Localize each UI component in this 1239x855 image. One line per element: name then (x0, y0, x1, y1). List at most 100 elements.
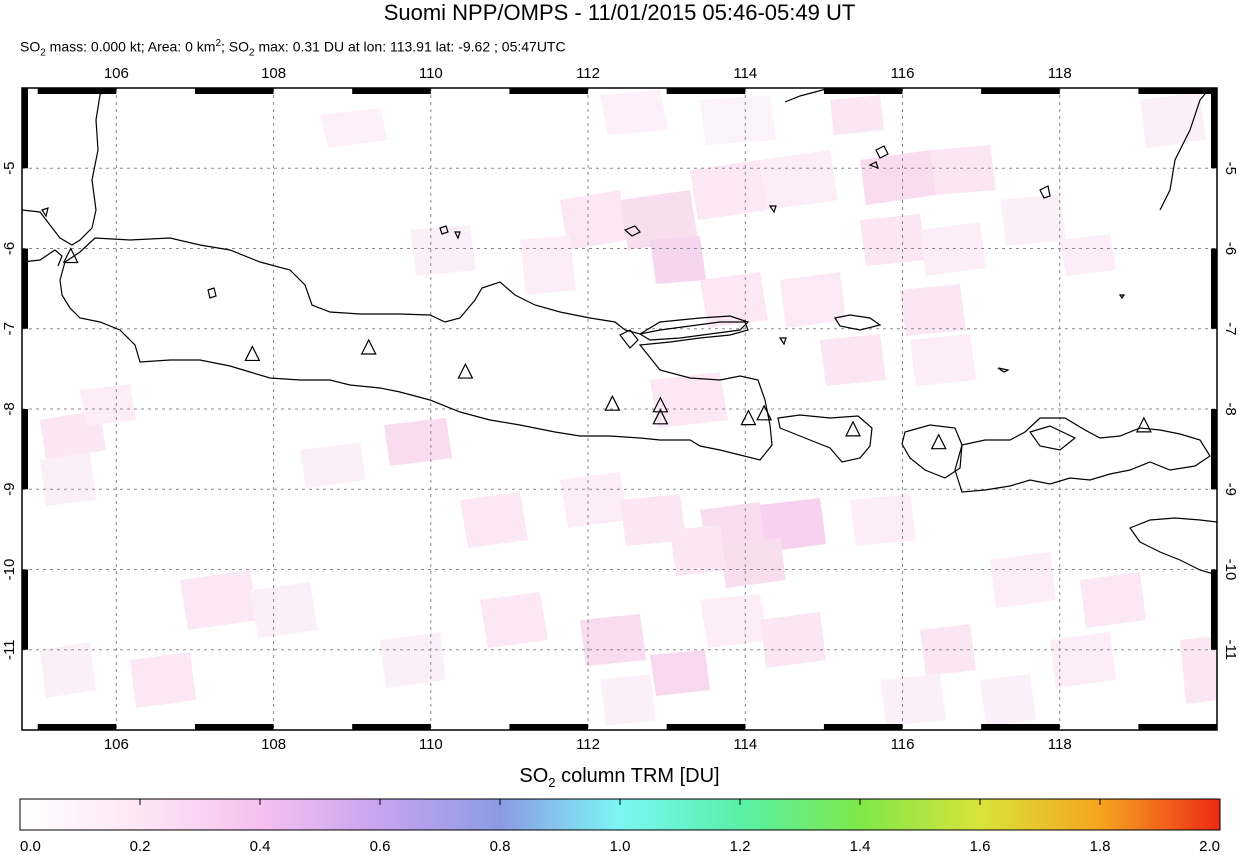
colorbar-tick-label: 0.8 (490, 838, 511, 855)
so2-summary: SO2 mass: 0.000 kt; Area: 0 km2; SO2 max… (20, 35, 566, 62)
volcano-icon (62, 247, 79, 264)
madura-coastline (638, 315, 750, 341)
volcano-icon (756, 404, 773, 421)
border-bar-top (509, 88, 589, 94)
lon-tick-bottom: 114 (733, 736, 757, 753)
colorbar-tick-label: 0.6 (370, 838, 391, 855)
lat-tick-left: -5 (1, 162, 18, 175)
volcano-icon (457, 362, 474, 379)
colorbar-ticks: 0.0 0.2 0.4 0.6 0.8 1.0 1.2 1.4 1.6 1.8 2.0 (19, 799, 1221, 855)
border-bar-bottom (509, 724, 589, 730)
lon-tick-bottom: 106 (104, 736, 129, 753)
lon-tick-top: 114 (733, 65, 757, 82)
map-title: Suomi NPP/OMPS - 11/01/2015 05:46-05:49 … (383, 0, 856, 25)
java-coastline (59, 237, 773, 461)
lon-tick-bottom: 112 (576, 736, 600, 753)
so2-subscript-2: 2 (249, 47, 255, 59)
graticule (22, 88, 1217, 730)
bali-coastline (777, 414, 873, 463)
volcano-icon (1135, 416, 1152, 433)
lon-tick-top: 108 (261, 65, 286, 82)
lat-tick-left: -8 (1, 402, 18, 415)
lat-tick-left: -6 (1, 242, 18, 255)
max-text: max: 0.31 DU at lon: 113.91 lat: -9.62 ;… (254, 38, 566, 55)
colorbar-tick-label: 1.4 (850, 838, 871, 855)
lat-tick-right: -8 (1222, 402, 1239, 415)
volcano-icon (845, 420, 861, 437)
lon-tick-bottom: 108 (261, 736, 286, 753)
border-bar-top (666, 88, 746, 94)
colorbar-tick-label: 0.0 (20, 838, 41, 855)
border-bar-right (1211, 88, 1217, 169)
lat-tick-right: -7 (1222, 322, 1239, 335)
volcano-icon (652, 396, 669, 413)
lat-tick-left: -10 (1, 559, 18, 581)
axis-tick-labels: 106 106 108 108 110 110 112 112 114 114 116 116 118 1… (1, 65, 1239, 753)
border-bar-bottom (823, 724, 903, 730)
sumbawa-coastline (954, 417, 1211, 493)
border-bar-top (823, 88, 903, 94)
colorbar-title-prefix: SO (519, 765, 549, 787)
lat-tick-left: -9 (1, 483, 18, 496)
volcano-icon (930, 433, 947, 450)
colorbar-title: SO2 column TRM [DU] (0, 765, 1239, 790)
lon-tick-top: 110 (419, 65, 443, 82)
volcano-icon (360, 338, 377, 355)
lat-tick-right: -5 (1222, 162, 1239, 175)
border-bar-top (981, 88, 1060, 94)
lat-tick-right: -9 (1222, 483, 1239, 496)
border-bar-bottom (981, 724, 1060, 730)
border-bar-bottom (666, 724, 746, 730)
lat-tick-right: -10 (1222, 559, 1239, 581)
border-bar-left (22, 248, 28, 329)
map-border-bars (22, 88, 1217, 730)
border-bar-right (1211, 569, 1217, 650)
border-bar-bottom (194, 724, 274, 730)
lon-tick-bottom: 110 (419, 736, 443, 753)
border-bar-bottom (1138, 724, 1217, 730)
lat-tick-left: -11 (1, 639, 18, 660)
colorbar-tick-label: 1.6 (970, 838, 991, 855)
lon-tick-top: 112 (576, 65, 600, 82)
colorbar-title-sub: 2 (548, 775, 556, 790)
lon-tick-top: 116 (891, 65, 915, 82)
border-bar-left (22, 409, 28, 490)
border-bar-top (1138, 88, 1217, 94)
colorbar-title-suffix: column TRM [DU] (555, 765, 720, 787)
kalimantan-coastline (784, 88, 831, 103)
lon-tick-bottom: 116 (891, 736, 915, 753)
km2-superscript: 2 (215, 38, 221, 49)
lombok-coastline (901, 424, 963, 479)
so2-pixels (40, 90, 1217, 726)
border-bar-bottom (37, 724, 117, 730)
volcano-icon (740, 409, 757, 426)
border-bar-right (1211, 409, 1217, 490)
so2-label: SO (20, 38, 41, 55)
colorbar-tick-label: 0.4 (250, 838, 271, 855)
coastlines (22, 88, 1217, 576)
lon-tick-top: 106 (104, 65, 129, 82)
lon-tick-bottom: 118 (1048, 736, 1072, 753)
border-bar-left (22, 569, 28, 650)
border-bar-bottom (352, 724, 431, 730)
volcano-icon (652, 408, 669, 425)
volcano-markers (62, 247, 1152, 450)
so2-subscript: 2 (40, 47, 46, 59)
sumba-coastline (1129, 517, 1217, 576)
border-bar-top (194, 88, 274, 94)
border-bar-right (1211, 248, 1217, 329)
lat-tick-right: -11 (1222, 639, 1239, 660)
colorbar-tick-label: 2.0 (1199, 838, 1220, 855)
border-bar-top (352, 88, 431, 94)
mass-area-text: mass: 0.000 kt; Area: 0 km (45, 38, 216, 55)
colorbar-tick-label: 1.8 (1090, 838, 1111, 855)
lat-tick-left: -7 (1, 322, 18, 335)
colorbar-tick-label: 1.2 (730, 838, 751, 855)
lat-tick-right: -6 (1222, 242, 1239, 255)
border-bar-left (22, 88, 28, 169)
colorbar-tick-label: 1.0 (610, 838, 631, 855)
volcano-icon (244, 345, 261, 362)
separator-so2: ; SO (221, 38, 250, 55)
colorbar-tick-label: 0.2 (130, 838, 151, 855)
